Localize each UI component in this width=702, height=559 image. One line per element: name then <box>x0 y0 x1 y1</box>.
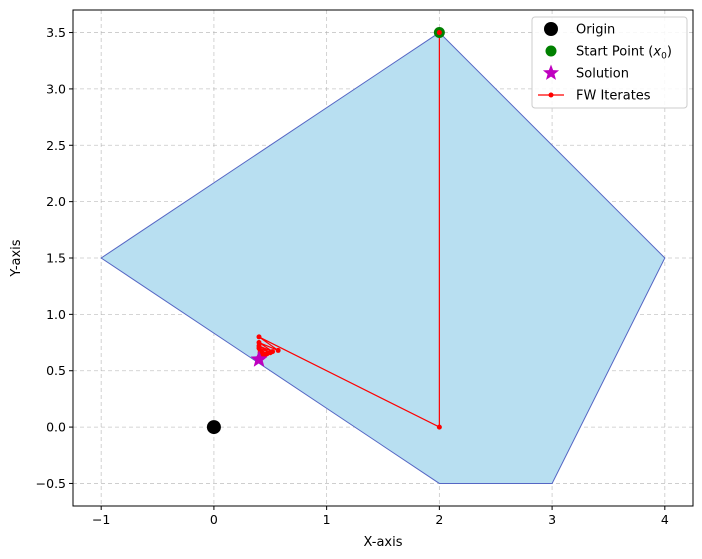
x-tick-label: 4 <box>661 512 669 527</box>
origin-marker <box>206 420 221 435</box>
y-tick-label: −0.5 <box>36 476 66 491</box>
y-tick-label: 2.0 <box>46 194 66 209</box>
feasible-region-polygon <box>100 31 666 484</box>
legend-label: FW Iterates <box>576 89 651 104</box>
x-tick-label: 3 <box>548 512 556 527</box>
y-tick-label: 1.0 <box>46 307 66 322</box>
y-tick-label: 3.0 <box>46 81 66 96</box>
legend: Origin Start Point (x0) Solution FW Iterate… <box>531 16 688 109</box>
y-tick-label: 1.5 <box>46 251 66 266</box>
feasible-region <box>100 31 666 484</box>
x-axis-label: X-axis <box>364 535 403 550</box>
y-tick-label: 2.5 <box>46 138 66 153</box>
legend-box <box>531 16 688 109</box>
axis-ticks: −1 0 1 2 3 4 −0.5 0.0 0.5 1.0 1.5 2.0 2.5 3.0 3.5 <box>36 25 669 527</box>
solution-star-marker <box>250 350 268 367</box>
y-axis-label: Y-axis <box>9 239 24 277</box>
y-tick-label: 3.5 <box>46 25 66 40</box>
series-layer <box>206 27 445 435</box>
legend-label: Start Point (x0) <box>576 45 672 62</box>
x-tick-label: 1 <box>323 512 331 527</box>
x-tick-label: 0 <box>210 512 218 527</box>
legend-fw-marker <box>548 92 554 98</box>
fw-iterate-point <box>275 347 281 353</box>
fw-iterate-point <box>436 424 442 430</box>
y-tick-label: 0.0 <box>46 420 66 435</box>
legend-solution-marker <box>542 64 560 80</box>
legend-origin-marker <box>544 22 558 36</box>
fw-iterate-point <box>436 30 442 36</box>
legend-label: Solution <box>576 67 629 82</box>
legend-label: Origin <box>576 23 615 38</box>
legend-start-marker <box>545 45 557 57</box>
x-tick-label: −1 <box>92 512 110 527</box>
y-tick-label: 0.5 <box>46 363 66 378</box>
x-tick-label: 2 <box>435 512 443 527</box>
fw-iterate-point <box>256 334 262 340</box>
